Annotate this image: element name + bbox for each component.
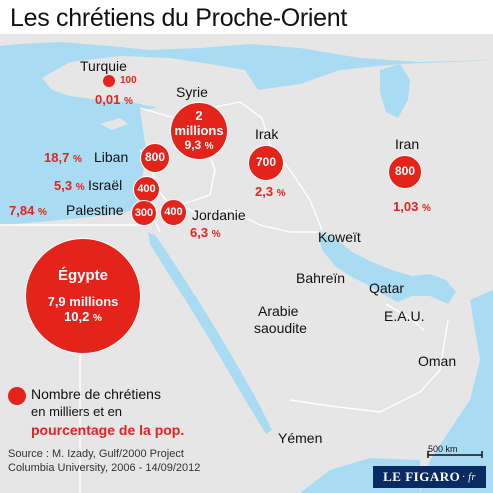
pct-liban: 18,7 %	[44, 150, 82, 165]
turkey-land	[42, 56, 258, 108]
label-koweit: Koweït	[318, 229, 361, 245]
label-eau: E.A.U.	[384, 308, 425, 324]
red-sea	[148, 232, 272, 434]
source-line1: Source : M. Izady, Gulf/2000 Project	[8, 448, 184, 460]
legend-line2: en milliers et en	[31, 404, 123, 419]
label-saoudite: saoudite	[254, 320, 307, 336]
pct-palestine: 7,84 %	[9, 203, 47, 218]
border-uae	[385, 303, 425, 331]
bubble-turquie	[103, 75, 115, 87]
label-oman: Oman	[418, 353, 457, 369]
pct-syrie: 9,3 %	[184, 138, 214, 153]
label-arabie: Arabie	[258, 303, 299, 319]
label-yemen: Yémen	[278, 430, 323, 446]
north-land	[0, 34, 493, 62]
label-bahrein: Bahreïn	[296, 270, 346, 286]
country-label-jordanie: Jordanie	[192, 207, 246, 223]
bubble-irak: 700	[248, 145, 284, 181]
title-band	[0, 0, 493, 34]
figaro-logo: LE FIGARO · fr	[373, 466, 486, 488]
country-label-liban: Liban	[94, 149, 129, 165]
legend-line3: pourcentage de la pop.	[31, 422, 185, 438]
border-saudi-south	[289, 319, 449, 413]
pct-irak: 2,3 %	[255, 184, 286, 199]
value-turquie: 100	[120, 75, 137, 86]
country-label-egypte: Égypte	[57, 267, 108, 285]
arabian-sea	[420, 290, 493, 493]
legend-line1: Nombre de chrétiens	[31, 386, 161, 402]
bubble-jordanie: 400	[160, 199, 187, 226]
bubble-palestine: 300	[131, 200, 157, 226]
country-label-turquie: Turquie	[80, 58, 127, 74]
pct-turquie: 0,01 %	[95, 92, 133, 107]
pct-egypte: 10,2 %	[64, 308, 102, 324]
bubble-liban: 800	[140, 143, 170, 173]
caspian-sea	[380, 64, 410, 118]
legend-dot	[8, 387, 26, 405]
main-land	[0, 60, 493, 493]
scale-label: 500 km	[428, 444, 458, 454]
logo-main: LE FIGARO	[383, 469, 461, 484]
bubble-iran: 800	[388, 155, 422, 189]
label-qatar: Qatar	[369, 280, 405, 296]
pct-jordanie: 6,3 %	[190, 225, 221, 240]
source-line2: Columbia University, 2006 - 14/09/2012	[8, 462, 201, 474]
bubble-syrie: 2 millions 9,3 %	[170, 102, 228, 160]
country-label-israel: Israël	[88, 177, 123, 193]
logo-suffix: · fr	[462, 471, 476, 483]
value-egypte: 7,9 millions	[47, 293, 119, 309]
country-label-syrie: Syrie	[176, 84, 208, 100]
bubble-israel: 400	[133, 176, 160, 203]
persian-gulf	[318, 232, 456, 304]
country-label-iran: Iran	[395, 136, 420, 152]
country-label-irak: Irak	[255, 126, 279, 142]
scale-bar	[427, 451, 483, 458]
value-syrie-line1: 2	[195, 108, 203, 124]
pct-israel: 5,3 %	[54, 178, 85, 193]
page-title: Les chrétiens du Proche-Orient	[10, 4, 348, 32]
country-label-palestine: Palestine	[66, 202, 124, 218]
value-syrie-line2: millions	[174, 123, 224, 139]
bubble-egypte: Égypte 7,9 millions 10,2 %	[25, 238, 141, 354]
cyprus	[100, 118, 128, 130]
source-text: Source : M. Izady, Gulf/2000 Project Col…	[8, 447, 200, 475]
pct-iran: 1,03 %	[393, 199, 431, 214]
